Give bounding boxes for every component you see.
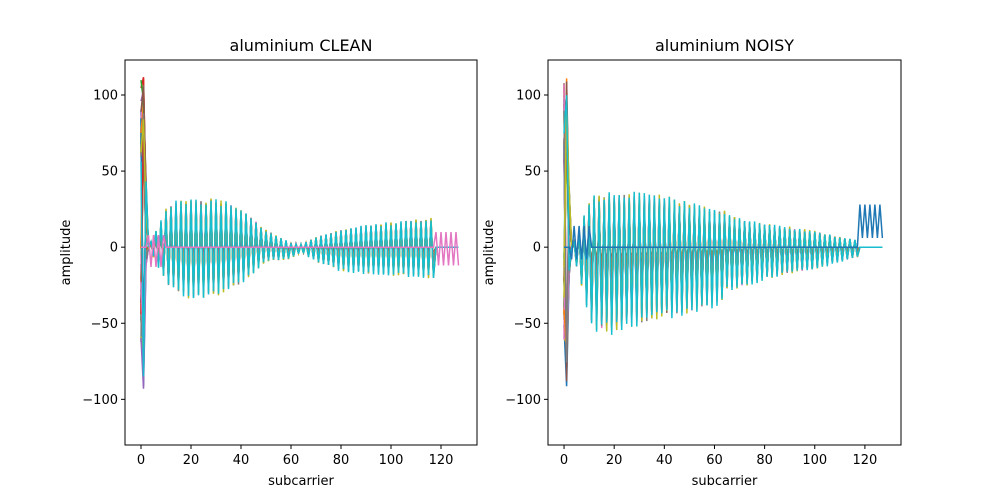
x-tick-label: 80 [756, 453, 773, 468]
y-tick-label: −50 [514, 317, 541, 332]
y-tick-label: −50 [91, 317, 118, 332]
chart-panel-clean: 0 20 40 60 80 100 120 −100 −50 0 50 100 aluminium CL… [59, 36, 478, 489]
series-line [140, 85, 459, 343]
y-axis-label: amplitude [482, 220, 497, 286]
y-tick-label: −100 [82, 393, 118, 408]
x-tick-label: 20 [183, 453, 200, 468]
series-group [140, 77, 460, 389]
y-tick-label: 100 [516, 89, 541, 104]
y-tick-label: 0 [110, 241, 118, 256]
x-tick-label: 60 [706, 453, 723, 468]
chart-panel-noisy: 0 20 40 60 80 100 120 −100 −50 0 50 100 aluminium NO… [482, 36, 902, 489]
x-tick-label: 60 [283, 453, 300, 468]
y-tick-label: −100 [505, 393, 541, 408]
series-line [140, 161, 459, 377]
series-group [563, 78, 884, 387]
x-tick-label: 20 [606, 453, 623, 468]
x-tick-label: 0 [137, 453, 145, 468]
x-tick-label: 100 [802, 453, 827, 468]
x-axis-label: subcarrier [692, 474, 758, 489]
plot-frame [124, 59, 478, 446]
x-axis-label: subcarrier [268, 474, 334, 489]
plot-frame [547, 59, 902, 446]
x-tick-label: 40 [656, 453, 673, 468]
series-line [564, 204, 884, 260]
series-line [563, 95, 883, 335]
x-tick-label: 100 [379, 453, 404, 468]
chart-title: aluminium CLEAN [230, 36, 373, 55]
x-tick-label: 40 [233, 453, 250, 468]
y-tick-label: 50 [524, 165, 541, 180]
y-tick-label: 0 [533, 241, 541, 256]
y-tick-label: 50 [101, 165, 118, 180]
x-tick-label: 120 [852, 453, 877, 468]
y-axis-label: amplitude [59, 220, 74, 286]
chart-title: aluminium NOISY [655, 36, 794, 55]
x-tick-label: 120 [429, 453, 454, 468]
x-tick-label: 0 [560, 453, 568, 468]
x-tick-label: 80 [333, 453, 350, 468]
series-line [141, 231, 460, 268]
y-tick-label: 100 [93, 89, 118, 104]
